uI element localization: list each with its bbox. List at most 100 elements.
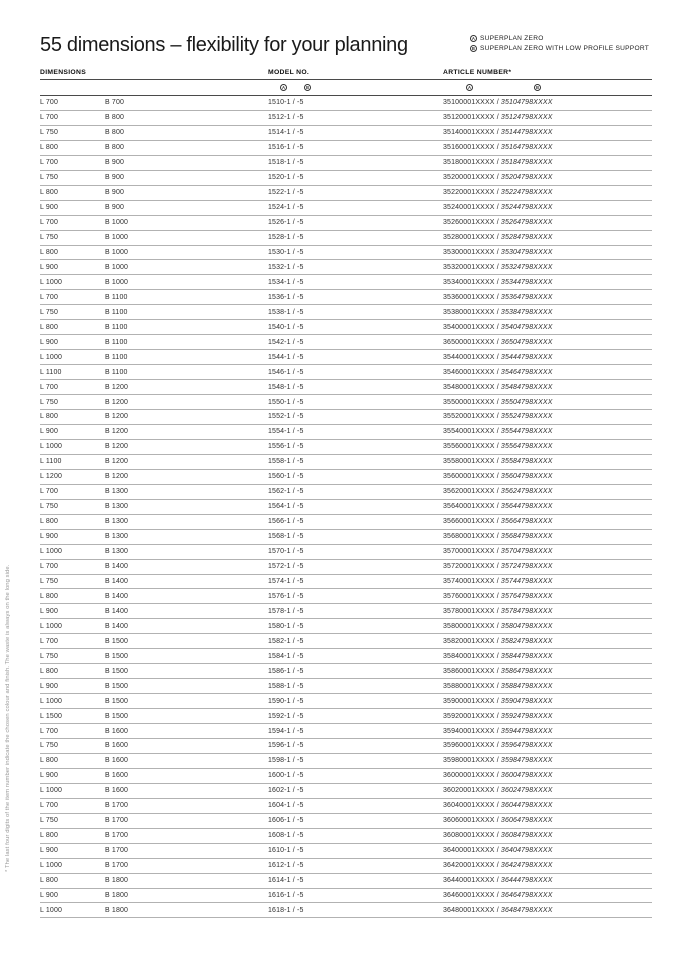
length-value: L 1000 (40, 278, 63, 286)
width-value: B 1600 (105, 772, 129, 780)
article-number-a: 36460001XXXX (443, 891, 495, 899)
length-value: L 800 (40, 413, 59, 421)
width-value: B 800 (105, 144, 125, 152)
article-number-a: 35780001XXXX (443, 607, 495, 615)
width-value: B 1500 (105, 667, 129, 675)
article-number: 35300001XXXX / 35304798XXXX (443, 249, 652, 256)
subheader-article-variants: A B (443, 84, 652, 91)
table-header-row: DIMENSIONS MODEL NO. ARTICLE NUMBER* (40, 68, 652, 80)
model-number: 1522-1 / -5 (268, 189, 304, 197)
article-number: 35140001XXXX / 35144798XXXX (443, 129, 652, 136)
article-number: 35340001XXXX / 35344798XXXX (443, 279, 652, 286)
table-row: L 1000 B 1600 1602-1 / -5 36020001XXXX /… (40, 784, 652, 799)
length-value: L 700 (40, 99, 59, 107)
table-row: L 1000 B 1800 1618-1 / -5 36480001XXXX /… (40, 903, 652, 919)
width-value: B 1600 (105, 757, 129, 765)
length-value: L 1000 (40, 787, 63, 795)
model-number: 1546-1 / -5 (268, 368, 304, 376)
article-number: 35220001XXXX / 35224798XXXX (443, 189, 652, 196)
article-number-separator: / (494, 712, 501, 720)
article-number-separator: / (494, 99, 501, 107)
model-number: 1572-1 / -5 (268, 563, 304, 571)
article-number: 35480001XXXX / 35484798XXXX (443, 384, 652, 391)
article-number-a: 35860001XXXX (443, 667, 495, 675)
article-number-b: 36024798XXXX (500, 787, 553, 795)
width-value: B 1400 (105, 607, 129, 615)
article-number-separator: / (494, 114, 501, 122)
legend: A SUPERPLAN ZERO B SUPERPLAN ZERO WITH L… (470, 35, 649, 55)
table-row: L 800 B 1100 1540-1 / -5 35400001XXXX / … (40, 320, 652, 336)
article-number: 35360001XXXX / 35364798XXXX (443, 294, 652, 301)
length-value: L 900 (40, 682, 59, 690)
model-number: 1534-1 / -5 (268, 278, 304, 286)
model-number: 1612-1 / -5 (268, 862, 304, 870)
table-row: L 750 B 800 1514-1 / -5 35140001XXXX / 3… (40, 126, 652, 141)
article-number: 36440001XXXX / 36444798XXXX (443, 877, 652, 884)
model-number: 1560-1 / -5 (268, 473, 304, 481)
article-number-separator: / (494, 891, 501, 899)
article-number-a: 36480001XXXX (443, 906, 495, 914)
circle-b-icon: B (534, 84, 541, 91)
table-row: L 700 B 800 1512-1 / -5 35120001XXXX / 3… (40, 111, 652, 126)
article-number-a: 35620001XXXX (443, 488, 495, 496)
article-number-b: 36504798XXXX (500, 338, 553, 346)
article-number-a: 36080001XXXX (443, 832, 495, 840)
width-value: B 1300 (105, 518, 129, 526)
article-number-separator: / (494, 637, 501, 645)
article-number-separator: / (494, 817, 501, 825)
model-number: 1584-1 / -5 (268, 652, 304, 660)
width-value: B 1500 (105, 697, 129, 705)
model-number: 1514-1 / -5 (268, 129, 304, 137)
article-number: 36420001XXXX / 36424798XXXX (443, 862, 652, 869)
article-number-b: 35344798XXXX (500, 278, 553, 286)
article-number: 35680001XXXX / 35684798XXXX (443, 533, 652, 540)
circle-a-icon: A (280, 84, 287, 91)
model-number: 1570-1 / -5 (268, 548, 304, 556)
length-value: L 900 (40, 607, 59, 615)
model-number: 1566-1 / -5 (268, 518, 304, 526)
width-value: B 1300 (105, 548, 129, 556)
model-number: 1582-1 / -5 (268, 637, 304, 645)
model-number: 1550-1 / -5 (268, 398, 304, 406)
model-number: 1586-1 / -5 (268, 667, 304, 675)
length-value: L 900 (40, 772, 59, 780)
article-number-a: 35940001XXXX (443, 727, 495, 735)
width-value: B 1600 (105, 742, 129, 750)
table-row: L 700 B 1200 1548-1 / -5 35480001XXXX / … (40, 380, 652, 396)
length-value: L 750 (40, 174, 59, 182)
length-value: L 900 (40, 338, 59, 346)
article-number: 35260001XXXX / 35264798XXXX (443, 219, 652, 226)
model-number: 1594-1 / -5 (268, 727, 304, 735)
article-number-separator: / (494, 413, 501, 421)
table-row: L 750 B 1200 1550-1 / -5 35500001XXXX / … (40, 395, 652, 411)
article-number-b: 35524798XXXX (500, 413, 553, 421)
model-number: 1552-1 / -5 (268, 413, 304, 421)
legend-a-label: SUPERPLAN ZERO (480, 35, 544, 42)
length-value: L 700 (40, 637, 59, 645)
article-number: 36500001XXXX / 36504798XXXX (443, 339, 652, 346)
article-number-a: 36040001XXXX (443, 802, 495, 810)
length-value: L 700 (40, 488, 59, 496)
article-number-b: 36484798XXXX (500, 906, 553, 914)
model-number: 1528-1 / -5 (268, 234, 304, 242)
article-number-separator: / (494, 577, 501, 585)
table-row: L 800 B 1400 1576-1 / -5 35760001XXXX / … (40, 589, 652, 605)
length-value: L 750 (40, 742, 59, 750)
article-number: 35740001XXXX / 35744798XXXX (443, 578, 652, 585)
article-number-separator: / (494, 832, 501, 840)
article-number: 35240001XXXX / 35244798XXXX (443, 204, 652, 211)
article-number-separator: / (494, 607, 501, 615)
article-number-a: 35240001XXXX (443, 204, 495, 212)
length-value: L 700 (40, 159, 59, 167)
footnote-vertical: * The last four digits of the item numbe… (5, 564, 11, 872)
length-value: L 1100 (40, 458, 62, 466)
article-number: 35580001XXXX / 35584798XXXX (443, 458, 652, 465)
article-number: 35800001XXXX / 35804798XXXX (443, 623, 652, 630)
article-number-a: 35340001XXXX (443, 278, 495, 286)
circle-a-icon: A (466, 84, 473, 91)
table-row: L 750 B 1300 1564-1 / -5 35640001XXXX / … (40, 500, 652, 515)
article-number-b: 35884798XXXX (500, 682, 553, 690)
article-number-a: 35680001XXXX (443, 533, 495, 541)
model-number: 1590-1 / -5 (268, 697, 304, 705)
article-number-a: 35140001XXXX (443, 129, 495, 137)
